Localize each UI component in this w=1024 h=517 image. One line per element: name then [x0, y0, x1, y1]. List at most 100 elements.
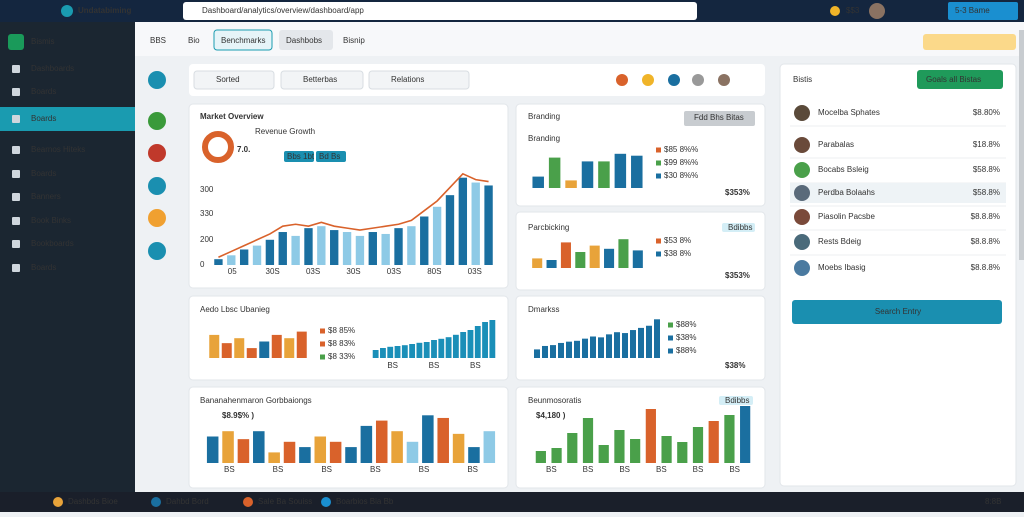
toolbar-tab[interactable]: Dashbobs: [286, 36, 322, 45]
filter-label[interactable]: Betterbas: [303, 75, 337, 84]
sidebar-title[interactable]: Bismis: [31, 37, 55, 46]
bar: [381, 233, 390, 265]
bar: [631, 155, 643, 188]
item-name[interactable]: Moebs Ibasig: [818, 263, 866, 272]
x-label: BS: [273, 465, 284, 474]
task-item[interactable]: Dahbd Bord: [166, 497, 209, 506]
item-name[interactable]: Parabalas: [818, 140, 854, 149]
task-item[interactable]: Sale Ba Souiss: [258, 497, 312, 506]
side-icon[interactable]: [148, 209, 166, 227]
toolbar-tab[interactable]: Benchmarks: [221, 36, 265, 45]
tab-title[interactable]: Undatabiming: [78, 6, 131, 15]
bar: [445, 195, 455, 265]
side-icon[interactable]: [148, 112, 166, 130]
button-label[interactable]: Fdd Bhs Bitas: [694, 113, 744, 122]
task-icon: [321, 497, 331, 507]
coin-icon: [830, 6, 840, 16]
legend-label: $99 8%%: [664, 158, 698, 167]
bar: [431, 340, 437, 358]
card: [515, 103, 766, 207]
item-name[interactable]: Piasolin Pacsbe: [818, 212, 875, 221]
menu-item[interactable]: Dashboards: [31, 64, 74, 73]
bar: [708, 421, 719, 463]
filter-icon[interactable]: [642, 74, 654, 86]
button-label[interactable]: Bdibbs: [728, 223, 752, 232]
legend-swatch: [668, 348, 673, 354]
panel-button: [917, 70, 1003, 89]
side-icon[interactable]: [148, 71, 166, 89]
y-label: 330: [200, 209, 214, 218]
bar: [278, 232, 287, 265]
filter-icon[interactable]: [718, 74, 730, 86]
toolbar-tab[interactable]: Bio: [188, 36, 200, 45]
filter-label[interactable]: Relations: [391, 75, 424, 84]
bar: [582, 338, 588, 358]
item-name[interactable]: Perdba Bolaahs: [818, 188, 875, 197]
item-name[interactable]: Mocelba Sphates: [818, 108, 880, 117]
bar: [299, 447, 311, 463]
card-button: [719, 396, 753, 405]
task-item[interactable]: Dashbds Bioe: [68, 497, 118, 506]
menu-item[interactable]: Bookboards: [31, 239, 74, 248]
bar: [368, 232, 377, 265]
panel-button-label[interactable]: Goals all Bistas: [926, 75, 981, 84]
bar: [284, 338, 295, 358]
menu-item[interactable]: Bearnos Hiteks: [31, 145, 85, 154]
card-title: Bananahenmaron Gorbbaiongs: [200, 396, 312, 405]
bar: [246, 348, 257, 358]
menu-icon: [12, 217, 20, 225]
side-icon[interactable]: [148, 177, 166, 195]
item-value: $8.80%: [973, 108, 1000, 117]
bar: [214, 259, 223, 265]
menu-item[interactable]: Boards: [31, 114, 56, 123]
menu-item[interactable]: Boards: [31, 169, 56, 178]
side-icon[interactable]: [148, 242, 166, 260]
item-name[interactable]: Bocabs Bsleig: [818, 165, 869, 174]
user-button: [948, 2, 1018, 20]
bar: [558, 342, 564, 358]
bar: [474, 326, 481, 358]
card-title: Market Overview: [200, 112, 264, 121]
legend-label: $8 83%: [328, 339, 355, 348]
badge-text: Bd Bs: [319, 152, 340, 161]
menu-item[interactable]: Banners: [31, 192, 61, 201]
avatar: [869, 3, 885, 19]
kpi: $4,180 ): [536, 411, 566, 420]
filter-icon[interactable]: [616, 74, 628, 86]
toolbar-tab[interactable]: BBS: [150, 36, 166, 45]
logo: [8, 34, 24, 50]
bar: [574, 340, 580, 358]
card-title: Beunmosoratis: [528, 396, 581, 405]
action-label[interactable]: Search Entry: [875, 307, 921, 316]
url-text[interactable]: Dashboard/analytics/overview/dashboard/a…: [202, 6, 364, 15]
user-name[interactable]: 5-3 Bame: [955, 6, 990, 15]
x-label: BS: [619, 465, 630, 474]
menu-item[interactable]: Book Binks: [31, 216, 71, 225]
bar: [692, 427, 704, 463]
side-icon[interactable]: [148, 144, 166, 162]
task-item[interactable]: Boarbios Bia Bb: [336, 497, 394, 506]
x-label: 03S: [468, 267, 482, 276]
menu-item[interactable]: Boards: [31, 263, 56, 272]
panel-title: Bistis: [793, 75, 812, 84]
filter-label[interactable]: Sorted: [216, 75, 240, 84]
bar: [317, 226, 326, 265]
bar: [401, 345, 408, 358]
bar: [329, 441, 342, 463]
bar: [239, 249, 249, 265]
bar: [532, 176, 544, 188]
right-panel: [779, 63, 1017, 487]
menu-item[interactable]: Boards: [31, 87, 56, 96]
toolbar-tab[interactable]: Bisnip: [343, 36, 365, 45]
item-value: $58.8%: [973, 188, 1000, 197]
bar: [551, 448, 562, 463]
filter-icon[interactable]: [668, 74, 680, 86]
bar: [237, 439, 250, 463]
item-avatar: [794, 234, 810, 250]
item-name[interactable]: Rests Bdeig: [818, 237, 861, 246]
bar: [234, 338, 245, 358]
filter-icon[interactable]: [692, 74, 704, 86]
legend-label: $88%: [676, 320, 696, 329]
button-label[interactable]: Bdibbs: [725, 396, 749, 405]
bar: [590, 336, 596, 358]
